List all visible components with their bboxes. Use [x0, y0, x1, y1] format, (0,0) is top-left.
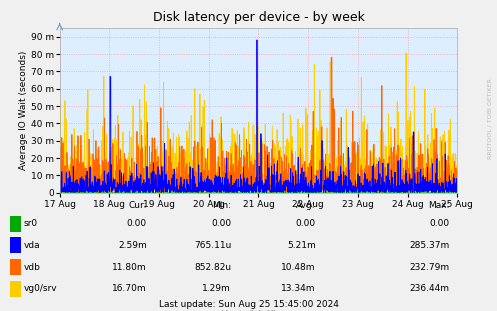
Text: vdb: vdb	[24, 263, 41, 272]
Text: 1.29m: 1.29m	[202, 285, 231, 293]
Text: 0.00: 0.00	[211, 219, 231, 228]
Text: 11.80m: 11.80m	[112, 263, 147, 272]
Text: Avg:: Avg:	[296, 201, 316, 210]
Text: 2.59m: 2.59m	[118, 241, 147, 250]
Text: Last update: Sun Aug 25 15:45:00 2024: Last update: Sun Aug 25 15:45:00 2024	[159, 300, 338, 309]
Text: sr0: sr0	[24, 219, 38, 228]
Text: 236.44m: 236.44m	[410, 285, 450, 293]
Text: 0.00: 0.00	[127, 219, 147, 228]
Text: Max:: Max:	[428, 201, 450, 210]
Text: Min:: Min:	[212, 201, 231, 210]
Y-axis label: Average IO Wait (seconds): Average IO Wait (seconds)	[19, 51, 28, 170]
Text: 0.00: 0.00	[296, 219, 316, 228]
Text: 5.21m: 5.21m	[287, 241, 316, 250]
Title: Disk latency per device - by week: Disk latency per device - by week	[153, 11, 364, 24]
Text: 10.48m: 10.48m	[281, 263, 316, 272]
Text: 285.37m: 285.37m	[410, 241, 450, 250]
Text: 765.11u: 765.11u	[194, 241, 231, 250]
Text: 16.70m: 16.70m	[112, 285, 147, 293]
Text: 852.82u: 852.82u	[194, 263, 231, 272]
Text: 13.34m: 13.34m	[281, 285, 316, 293]
Text: Munin 2.0.67: Munin 2.0.67	[221, 310, 276, 311]
Text: vg0/srv: vg0/srv	[24, 285, 58, 293]
Text: vda: vda	[24, 241, 40, 250]
Text: RRDTOOL / TOBI OETIKER: RRDTOOL / TOBI OETIKER	[487, 78, 492, 159]
Text: 232.79m: 232.79m	[410, 263, 450, 272]
Text: Cur:: Cur:	[128, 201, 147, 210]
Text: 0.00: 0.00	[430, 219, 450, 228]
